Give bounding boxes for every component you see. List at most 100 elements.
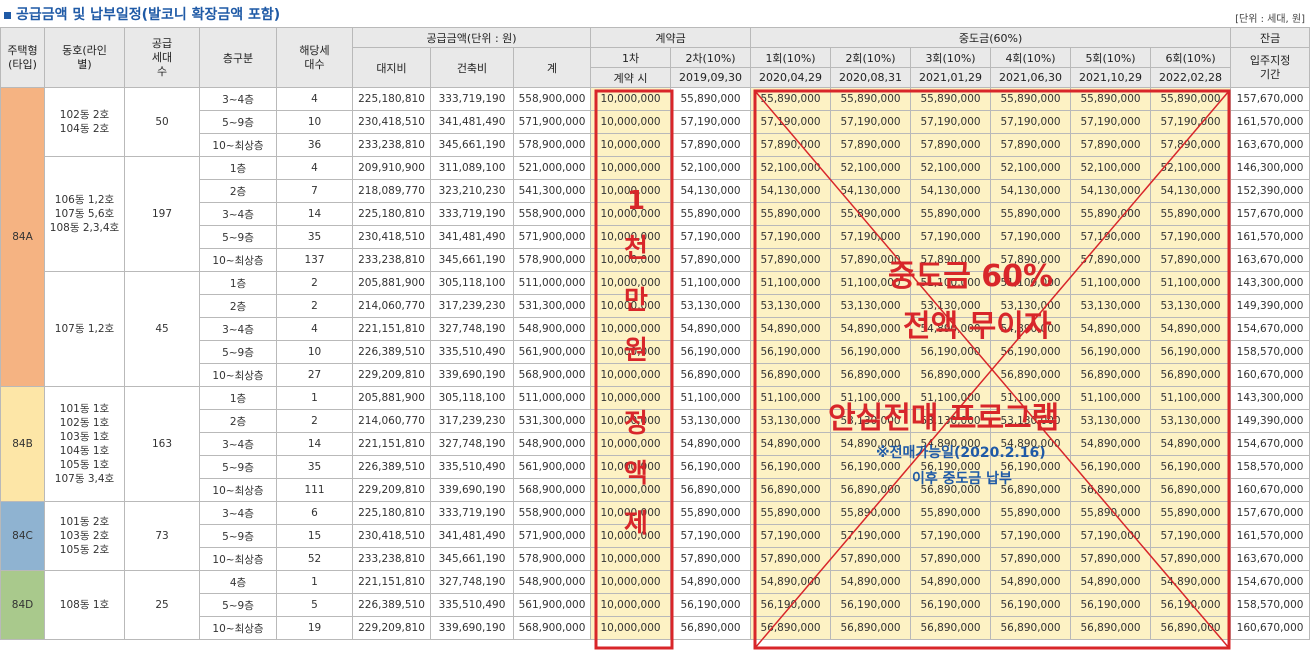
- total-cell: 548,900,000: [512, 317, 592, 341]
- int-4-cell: 57,190,000: [990, 110, 1072, 134]
- dep2-cell: 56,890,000: [670, 363, 752, 387]
- floor-cell: 1층: [199, 156, 277, 180]
- floor-cell: 3~4층: [199, 87, 277, 111]
- supply-units-cell: 73: [124, 501, 200, 571]
- th-balance-group: 잔금: [1230, 27, 1311, 48]
- int-2-cell: 57,190,000: [830, 524, 912, 548]
- th-int-date-5: 2021,10,29: [1070, 67, 1152, 88]
- table-row: 84B 101동 1호 102동 1호 103동 1호 104동 1호 105동 …: [0, 386, 1311, 502]
- int-3-cell: 55,890,000: [910, 87, 992, 111]
- int-2-cell: 56,890,000: [830, 363, 912, 387]
- th-int-date-3: 2021,01,29: [910, 67, 992, 88]
- int-1-cell: 56,890,000: [750, 616, 832, 640]
- int-6-cell: 54,890,000: [1150, 432, 1232, 456]
- count-cell: 27: [276, 363, 353, 387]
- int-2-cell: 53,130,000: [830, 294, 912, 318]
- int-2-cell: 55,890,000: [830, 501, 912, 525]
- building-cell: 345,661,190: [430, 547, 514, 571]
- building-cell: 333,719,190: [430, 87, 514, 111]
- int-2-cell: 57,190,000: [830, 110, 912, 134]
- total-cell: 578,900,000: [512, 133, 592, 157]
- building-cell: 335,510,490: [430, 455, 514, 479]
- int-6-cell: 53,130,000: [1150, 294, 1232, 318]
- int-2-cell: 56,190,000: [830, 593, 912, 617]
- int-4-cell: 56,190,000: [990, 593, 1072, 617]
- bullet-square-icon: [4, 11, 11, 19]
- dep2-cell: 55,890,000: [670, 202, 752, 226]
- dep2-cell: 57,190,000: [670, 225, 752, 249]
- int-4-cell: 55,890,000: [990, 202, 1072, 226]
- land-cell: 233,238,810: [352, 133, 431, 157]
- int-6-cell: 51,100,000: [1150, 271, 1232, 295]
- land-cell: 225,180,810: [352, 501, 431, 525]
- count-cell: 1: [276, 570, 353, 594]
- dongho-cell: 107동 1,2호: [44, 271, 125, 387]
- vertical-char-3: 만: [624, 286, 648, 316]
- total-cell: 571,900,000: [512, 225, 592, 249]
- count-cell: 36: [276, 133, 353, 157]
- int-5-cell: 51,100,000: [1070, 386, 1152, 410]
- int-5-cell: 55,890,000: [1070, 501, 1152, 525]
- total-cell: 531,300,000: [512, 409, 592, 433]
- count-cell: 15: [276, 524, 353, 548]
- th-price-group: 공급금액(단위 : 원): [351, 27, 592, 48]
- balance-cell: 158,570,000: [1230, 455, 1311, 479]
- land-cell: 229,209,810: [352, 478, 431, 502]
- int-2-cell: 55,890,000: [830, 202, 912, 226]
- dep2-cell: 56,190,000: [670, 455, 752, 479]
- th-dep1: 1차: [590, 47, 672, 68]
- floor-cell: 3~4층: [199, 432, 277, 456]
- count-cell: 111: [276, 478, 353, 502]
- int-4-cell: 57,890,000: [990, 133, 1072, 157]
- int-6-cell: 56,190,000: [1150, 455, 1232, 479]
- int-6-cell: 54,890,000: [1150, 570, 1232, 594]
- int-4-cell: 54,890,000: [990, 570, 1072, 594]
- building-cell: 333,719,190: [430, 202, 514, 226]
- int-6-cell: 51,100,000: [1150, 386, 1232, 410]
- count-cell: 19: [276, 616, 353, 640]
- int-4-cell: 55,890,000: [990, 501, 1072, 525]
- table-row: 84C 101동 2호 103동 2호 105동 2호 73 3~4층 6 225,180…: [0, 501, 1311, 571]
- int-3-cell: 52,100,000: [910, 156, 992, 180]
- int-3-cell: 56,890,000: [910, 363, 992, 387]
- th-type: 주택형(타입): [0, 27, 45, 88]
- int-6-cell: 57,890,000: [1150, 248, 1232, 272]
- th-dongho: 동호(라인별): [44, 27, 125, 88]
- dep2-cell: 53,130,000: [670, 294, 752, 318]
- int-6-cell: 57,190,000: [1150, 524, 1232, 548]
- total-cell: 568,900,000: [512, 363, 592, 387]
- int-2-cell: 57,890,000: [830, 133, 912, 157]
- int-5-cell: 57,890,000: [1070, 547, 1152, 571]
- int-1-cell: 55,890,000: [750, 87, 832, 111]
- int-6-cell: 54,130,000: [1150, 179, 1232, 203]
- total-cell: 558,900,000: [512, 501, 592, 525]
- balance-cell: 149,390,000: [1230, 409, 1311, 433]
- vertical-char-6: 액: [624, 459, 648, 489]
- int-2-cell: 55,890,000: [830, 87, 912, 111]
- balance-cell: 157,670,000: [1230, 87, 1311, 111]
- total-cell: 511,000,000: [512, 386, 592, 410]
- land-cell: 221,151,810: [352, 570, 431, 594]
- th-dep1-date: 계약 시: [590, 67, 672, 88]
- int-6-cell: 56,890,000: [1150, 616, 1232, 640]
- th-int-6: 6회(10%): [1150, 47, 1232, 68]
- int-5-cell: 56,190,000: [1070, 455, 1152, 479]
- int-1-cell: 57,890,000: [750, 133, 832, 157]
- total-cell: 531,300,000: [512, 294, 592, 318]
- total-cell: 561,900,000: [512, 593, 592, 617]
- land-cell: 233,238,810: [352, 248, 431, 272]
- balance-cell: 161,570,000: [1230, 524, 1311, 548]
- unit-note: [단위 : 세대, 원]: [1235, 14, 1305, 25]
- int-1-cell: 57,890,000: [750, 547, 832, 571]
- dep2-cell: 52,100,000: [670, 156, 752, 180]
- int-1-cell: 54,130,000: [750, 179, 832, 203]
- total-cell: 541,300,000: [512, 179, 592, 203]
- th-count: 해당세대수: [276, 27, 353, 88]
- type-cell: 84D: [0, 570, 45, 640]
- dep2-cell: 51,100,000: [670, 386, 752, 410]
- int-6-cell: 57,190,000: [1150, 110, 1232, 134]
- th-int-date-4: 2021,06,30: [990, 67, 1072, 88]
- land-cell: 209,910,900: [352, 156, 431, 180]
- dep2-cell: 57,190,000: [670, 110, 752, 134]
